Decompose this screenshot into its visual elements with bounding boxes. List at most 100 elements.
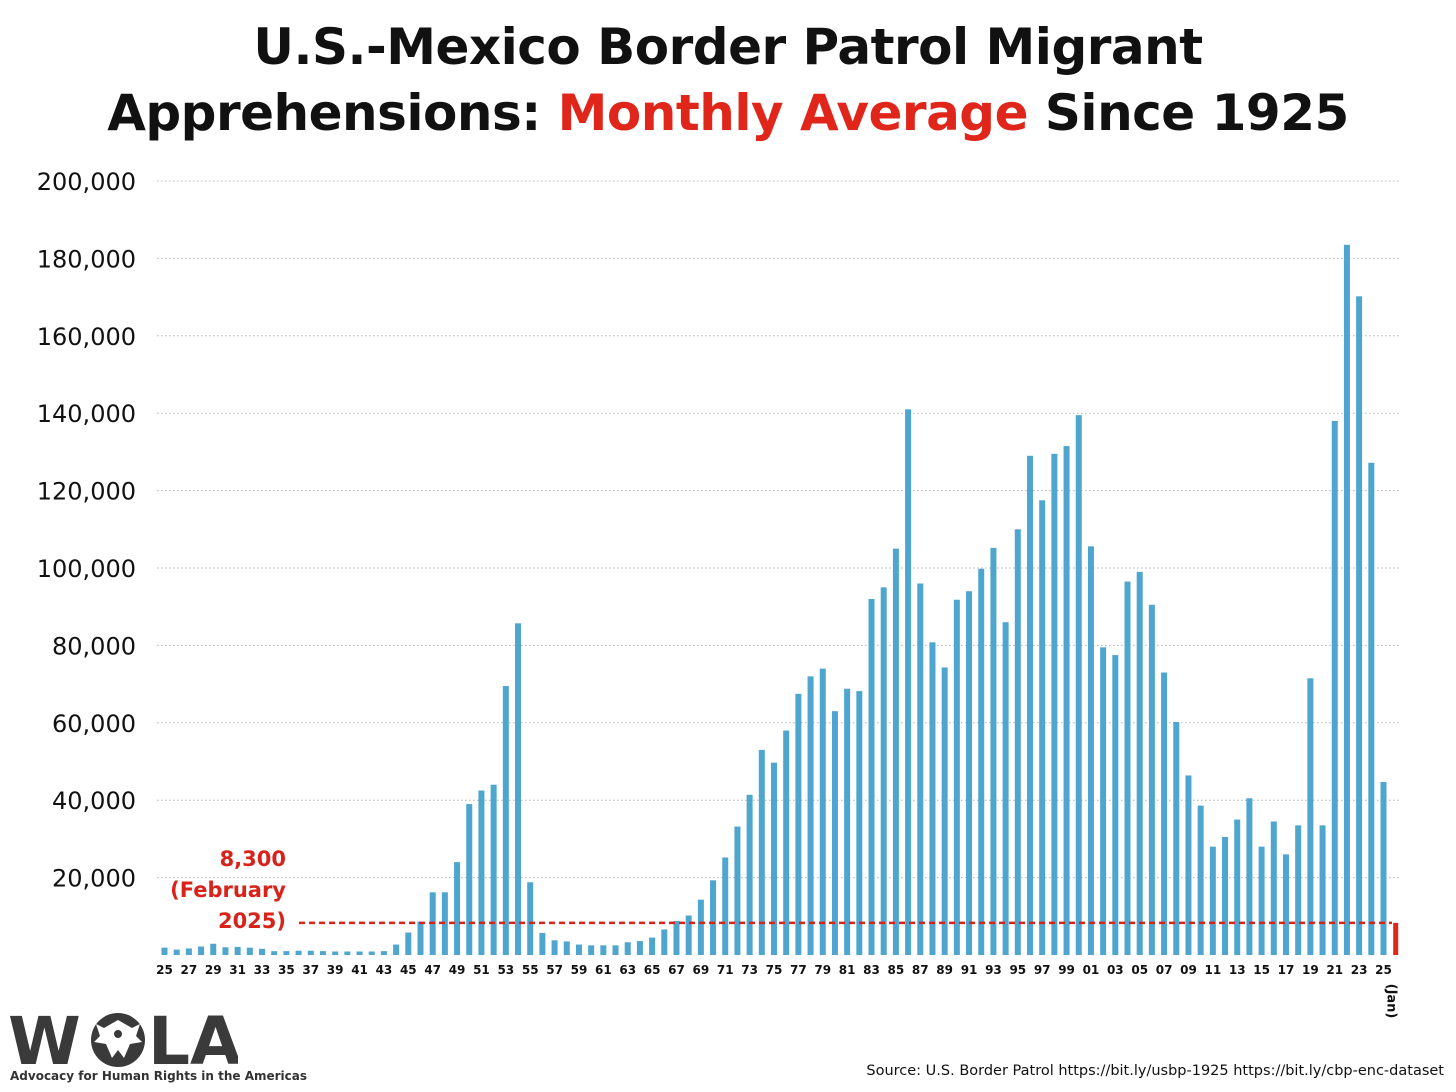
y-tick-label: 40,000: [52, 787, 136, 815]
bar: [783, 730, 790, 955]
x-tick-label: 57: [546, 963, 563, 977]
bar: [1185, 775, 1192, 955]
x-tick-label: 83: [863, 963, 880, 977]
bar: [1319, 825, 1326, 955]
y-tick-label: 80,000: [52, 632, 136, 660]
bar: [990, 547, 997, 955]
bar: [600, 945, 607, 955]
x-tick-label: 19: [1302, 963, 1319, 977]
wola-logo-la: LA: [148, 1006, 238, 1068]
bar: [722, 857, 729, 955]
bar-chart: 20,000 40,000 60,000 80,000 100,000 120,000 14…: [37, 168, 1400, 1018]
bar: [295, 950, 302, 955]
x-tick-label: 51: [473, 963, 490, 977]
y-tick-label: 200,000: [37, 168, 136, 196]
x-tick-label: 63: [619, 963, 636, 977]
chart-title-line-2: Apprehensions: Monthly Average Since 192…: [0, 80, 1456, 146]
x-tick-label: 15: [1253, 963, 1270, 977]
x-tick-label: 75: [766, 963, 783, 977]
x-tick-label: 27: [181, 963, 198, 977]
bar: [966, 591, 973, 955]
bar: [1246, 798, 1253, 955]
x-tick-label: 45: [400, 963, 417, 977]
bar: [1356, 296, 1363, 955]
bar: [795, 693, 802, 955]
bar: [807, 676, 814, 955]
bar: [1331, 420, 1338, 955]
x-tick-label: 47: [424, 963, 441, 977]
bar: [515, 623, 522, 955]
bar: [380, 951, 387, 955]
bar: [868, 598, 875, 955]
x-tick-label: 79: [814, 963, 831, 977]
bar: [1002, 622, 1009, 955]
x-tick-label: 43: [376, 963, 393, 977]
x-tick-label: 01: [1083, 963, 1100, 977]
bar: [685, 915, 692, 955]
bar: [1136, 571, 1143, 955]
bar: [771, 762, 777, 955]
x-tick-label: 97: [1034, 963, 1051, 977]
bar: [551, 940, 558, 955]
bar: [697, 899, 704, 955]
bar: [1307, 678, 1314, 955]
x-tick-label: 03: [1107, 963, 1124, 977]
bar: [368, 951, 375, 955]
reference-annotation: 8,300 (February 2025): [170, 847, 1392, 933]
bar: [319, 951, 326, 955]
x-tick-label: 99: [1058, 963, 1075, 977]
x-tick-label: 65: [644, 963, 661, 977]
x-tick-label: 41: [351, 963, 368, 977]
y-tick-label: 120,000: [37, 478, 136, 506]
x-axis-tick-labels: 25 27 29 31 33 35 37 39 41 43 45 47 49 51 53 55 57 59 61 63…: [156, 963, 1398, 1018]
bar: [1075, 415, 1082, 955]
bar: [1197, 805, 1204, 955]
bar: [941, 667, 948, 955]
y-axis-tick-labels: 20,000 40,000 60,000 80,000 100,000 120,000 14…: [37, 168, 136, 893]
x-tick-label: 17: [1278, 963, 1295, 977]
x-tick-label: 25: [1375, 963, 1392, 977]
bar: [161, 947, 168, 955]
bar: [393, 944, 400, 955]
x-tick-label: 09: [1180, 963, 1197, 977]
wola-eagle-icon: [91, 1013, 145, 1067]
x-tick-label: 05: [1131, 963, 1148, 977]
bar: [246, 947, 253, 955]
bar-current: [1393, 922, 1399, 955]
bar: [1026, 455, 1033, 955]
chart-title: U.S.-Mexico Border Patrol Migrant Appreh…: [0, 14, 1456, 146]
bar: [222, 947, 229, 955]
bar: [1148, 604, 1155, 955]
wola-logo: W LA: [8, 1006, 238, 1068]
bar: [344, 951, 351, 955]
x-tick-label: 29: [205, 963, 222, 977]
bar: [502, 686, 509, 955]
y-tick-label: 180,000: [37, 245, 136, 273]
bar: [673, 920, 680, 955]
bar: [1270, 821, 1277, 955]
bar: [819, 668, 826, 955]
title-accent: Monthly Average: [557, 84, 1029, 142]
annotation-line: (February: [170, 878, 286, 902]
x-tick-label: 49: [449, 963, 466, 977]
bar: [917, 583, 924, 955]
bar: [1039, 500, 1046, 955]
x-tick-label: 35: [278, 963, 295, 977]
y-tick-label: 60,000: [52, 710, 136, 738]
bar: [831, 711, 838, 955]
bar: [539, 932, 546, 955]
bar: [1051, 453, 1058, 955]
bar: [1209, 846, 1216, 955]
bar: [1173, 722, 1180, 955]
x-tick-label: 25: [156, 963, 173, 977]
bar: [563, 941, 570, 955]
bar: [259, 948, 266, 955]
bar: [1234, 819, 1241, 955]
source-note: Source: U.S. Border Patrol https://bit.l…: [866, 1063, 1444, 1079]
x-tick-label: 81: [839, 963, 856, 977]
bar: [1087, 546, 1094, 955]
bar: [1063, 446, 1070, 955]
bar: [1222, 836, 1229, 955]
bar: [234, 946, 241, 955]
wola-logo-w: W: [8, 1006, 81, 1068]
